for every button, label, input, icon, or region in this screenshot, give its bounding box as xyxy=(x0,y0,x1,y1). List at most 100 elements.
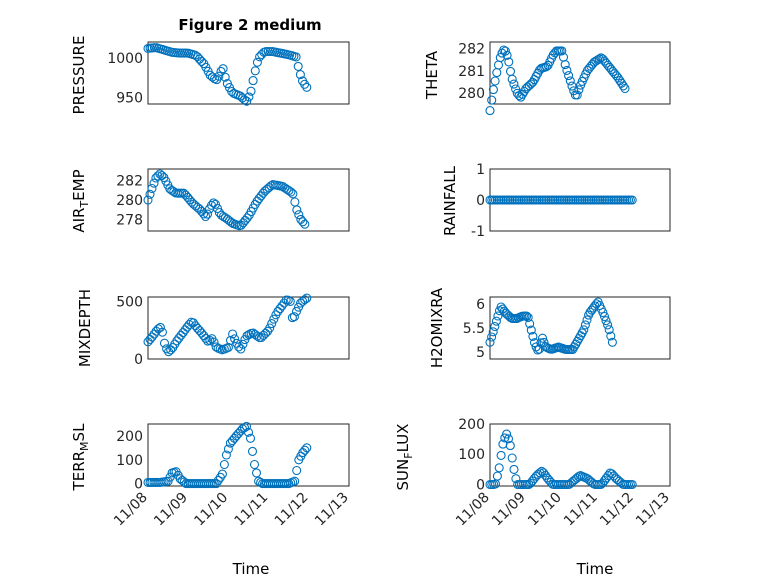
data-point xyxy=(509,464,519,474)
subplot-rainfall: -1 0 1 xyxy=(471,162,671,240)
data-point xyxy=(494,463,504,473)
xlabel-time-right: Time xyxy=(576,560,614,578)
data-point xyxy=(277,301,287,311)
ylabel-mixdepth: MIXDEPTH xyxy=(76,289,94,367)
data-point xyxy=(293,61,303,71)
y-tick-label: 282 xyxy=(116,174,143,190)
data-point xyxy=(251,468,262,478)
data-point xyxy=(205,335,215,345)
data-point xyxy=(300,295,310,305)
data-point xyxy=(261,46,271,57)
data-point xyxy=(249,459,260,470)
data-point xyxy=(252,57,262,67)
y-tick-label: 5 xyxy=(476,345,485,361)
data-point xyxy=(495,53,505,63)
data-point xyxy=(535,468,545,478)
data-point xyxy=(248,76,258,86)
data-point xyxy=(594,54,604,64)
data-point xyxy=(579,325,589,335)
data-point xyxy=(289,312,299,322)
data-point xyxy=(528,331,538,341)
data-point xyxy=(601,316,611,326)
data-point xyxy=(496,450,506,460)
data-point xyxy=(560,60,570,70)
ylabel-terr-msl-main: TERR xyxy=(70,451,88,492)
ylabel-air-temp-rest: EMP xyxy=(70,169,88,200)
ylabel-terr-msl-sub: M xyxy=(78,441,91,451)
data-point xyxy=(562,65,572,75)
x-tick-label: 11/10 xyxy=(525,490,565,530)
data-point xyxy=(295,70,305,80)
data-point xyxy=(242,213,252,223)
data-point xyxy=(238,339,248,349)
axes-box xyxy=(147,168,350,232)
x-tick-label: 11/09 xyxy=(151,490,191,530)
x-tick-label: 11/12 xyxy=(272,490,312,530)
data-point xyxy=(269,314,279,324)
axes-box xyxy=(147,296,350,360)
data-point xyxy=(149,178,159,188)
data-point xyxy=(163,476,173,486)
axes-box xyxy=(147,423,350,487)
data-point xyxy=(286,187,296,197)
y-tick-label: 282 xyxy=(458,42,485,58)
data-point xyxy=(525,319,535,329)
y-tick-label: 0 xyxy=(134,477,143,493)
data-point xyxy=(199,209,209,219)
data-point xyxy=(487,95,497,105)
ylabel-theta: THETA xyxy=(423,50,441,100)
data-point xyxy=(300,219,310,229)
y-tick-label: 200 xyxy=(458,417,485,433)
data-point xyxy=(247,446,258,456)
data-point xyxy=(302,293,312,303)
data-point xyxy=(572,90,582,100)
data-point xyxy=(492,471,502,481)
data-point xyxy=(487,332,497,342)
data-point xyxy=(298,217,308,227)
data-point xyxy=(201,211,211,222)
subplot-air-temp: 278 280 282 xyxy=(116,168,350,232)
ylabel-air-temp-main: AIR xyxy=(70,208,88,233)
data-point xyxy=(143,195,153,205)
y-tick-label: 1000 xyxy=(107,51,143,67)
data-point xyxy=(217,469,227,479)
y-tick-label: 950 xyxy=(116,91,143,107)
data-point xyxy=(507,453,517,463)
data-point xyxy=(604,325,614,335)
data-point xyxy=(502,429,512,439)
data-point xyxy=(627,479,637,490)
ylabel-sun-flux-rest: LUX xyxy=(394,424,412,453)
x-tick-label: 11/10 xyxy=(191,490,231,530)
y-tick-label: 0 xyxy=(134,352,143,368)
data-point xyxy=(290,476,300,486)
y-tick-label: 500 xyxy=(116,295,143,311)
data-point xyxy=(500,46,510,56)
subplot-terr-msl: 11/08 11/09 11/10 11/11 11/12 11/13 0 100 200 xyxy=(111,421,352,530)
data-point xyxy=(230,334,240,344)
data-point xyxy=(292,205,302,215)
y-tick-label: 281 xyxy=(458,64,485,80)
subplot-theta: 280 281 282 xyxy=(458,41,671,116)
data-point xyxy=(145,189,155,199)
data-point xyxy=(567,81,577,91)
y-tick-label: 1 xyxy=(476,162,485,178)
data-point xyxy=(302,82,312,92)
x-tick-label: 11/13 xyxy=(312,490,352,530)
ylabel-terr-msl: TERRMSL xyxy=(70,423,91,492)
data-point xyxy=(582,315,592,325)
data-point xyxy=(246,86,256,96)
y-tick-label: 6 xyxy=(476,297,485,313)
data-point xyxy=(212,203,223,214)
x-tick-label: 11/11 xyxy=(232,490,272,530)
data-point xyxy=(607,337,617,347)
x-tick-label: 11/13 xyxy=(633,490,673,530)
y-tick-label: 0 xyxy=(476,193,485,209)
data-point xyxy=(490,321,500,332)
xlabel-time-left: Time xyxy=(232,560,270,578)
x-tick-label: 11/08 xyxy=(453,490,493,530)
ylabel-pressure: PRESSURE xyxy=(70,36,88,115)
y-tick-label: 0 xyxy=(476,477,485,493)
ylabel-terr-msl-rest: SL xyxy=(70,423,88,442)
